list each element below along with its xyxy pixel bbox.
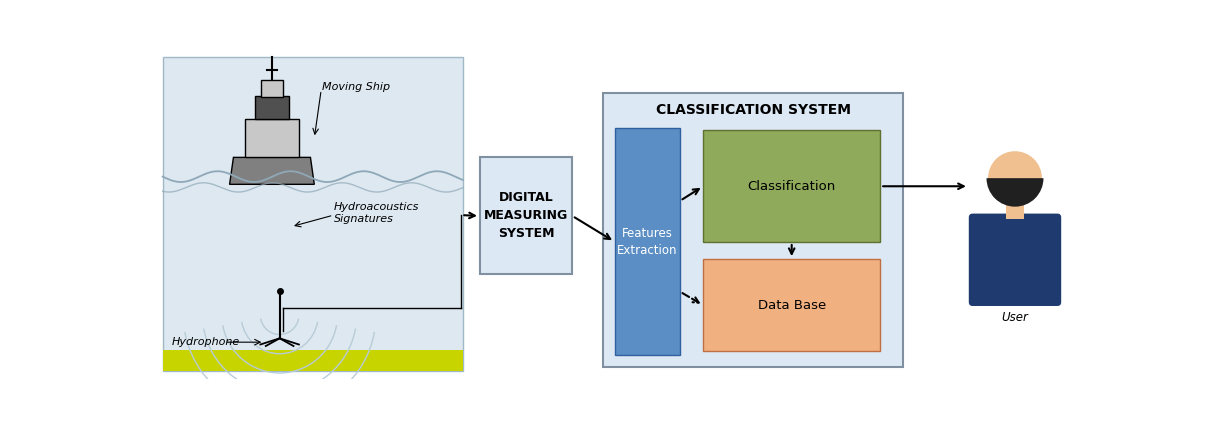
Bar	[602, 93, 903, 367]
Text: Signatures: Signatures	[334, 214, 394, 224]
Bar	[703, 259, 880, 351]
Text: Classification: Classification	[747, 180, 836, 193]
Bar	[615, 128, 680, 355]
Bar	[703, 130, 880, 242]
Bar	[163, 57, 463, 371]
FancyBboxPatch shape	[969, 213, 1061, 306]
Bar	[255, 96, 288, 119]
Circle shape	[988, 151, 1042, 205]
Polygon shape	[229, 157, 314, 184]
Wedge shape	[987, 178, 1043, 207]
Bar	[261, 81, 282, 97]
Text: Hydroacoustics: Hydroacoustics	[334, 202, 418, 213]
Bar	[163, 350, 463, 371]
Text: CLASSIFICATION SYSTEM: CLASSIFICATION SYSTEM	[655, 104, 850, 118]
Text: Moving Ship: Moving Ship	[321, 81, 390, 92]
Text: DIGITAL
MEASURING
SYSTEM: DIGITAL MEASURING SYSTEM	[483, 191, 568, 240]
Bar	[1006, 205, 1025, 219]
Bar	[245, 119, 299, 157]
Text: Data Base: Data Base	[757, 299, 826, 312]
Bar	[480, 157, 572, 274]
Text: Features
Extraction: Features Extraction	[617, 227, 677, 257]
Text: Hydrophone: Hydrophone	[172, 337, 240, 347]
Text: User: User	[1001, 311, 1028, 324]
